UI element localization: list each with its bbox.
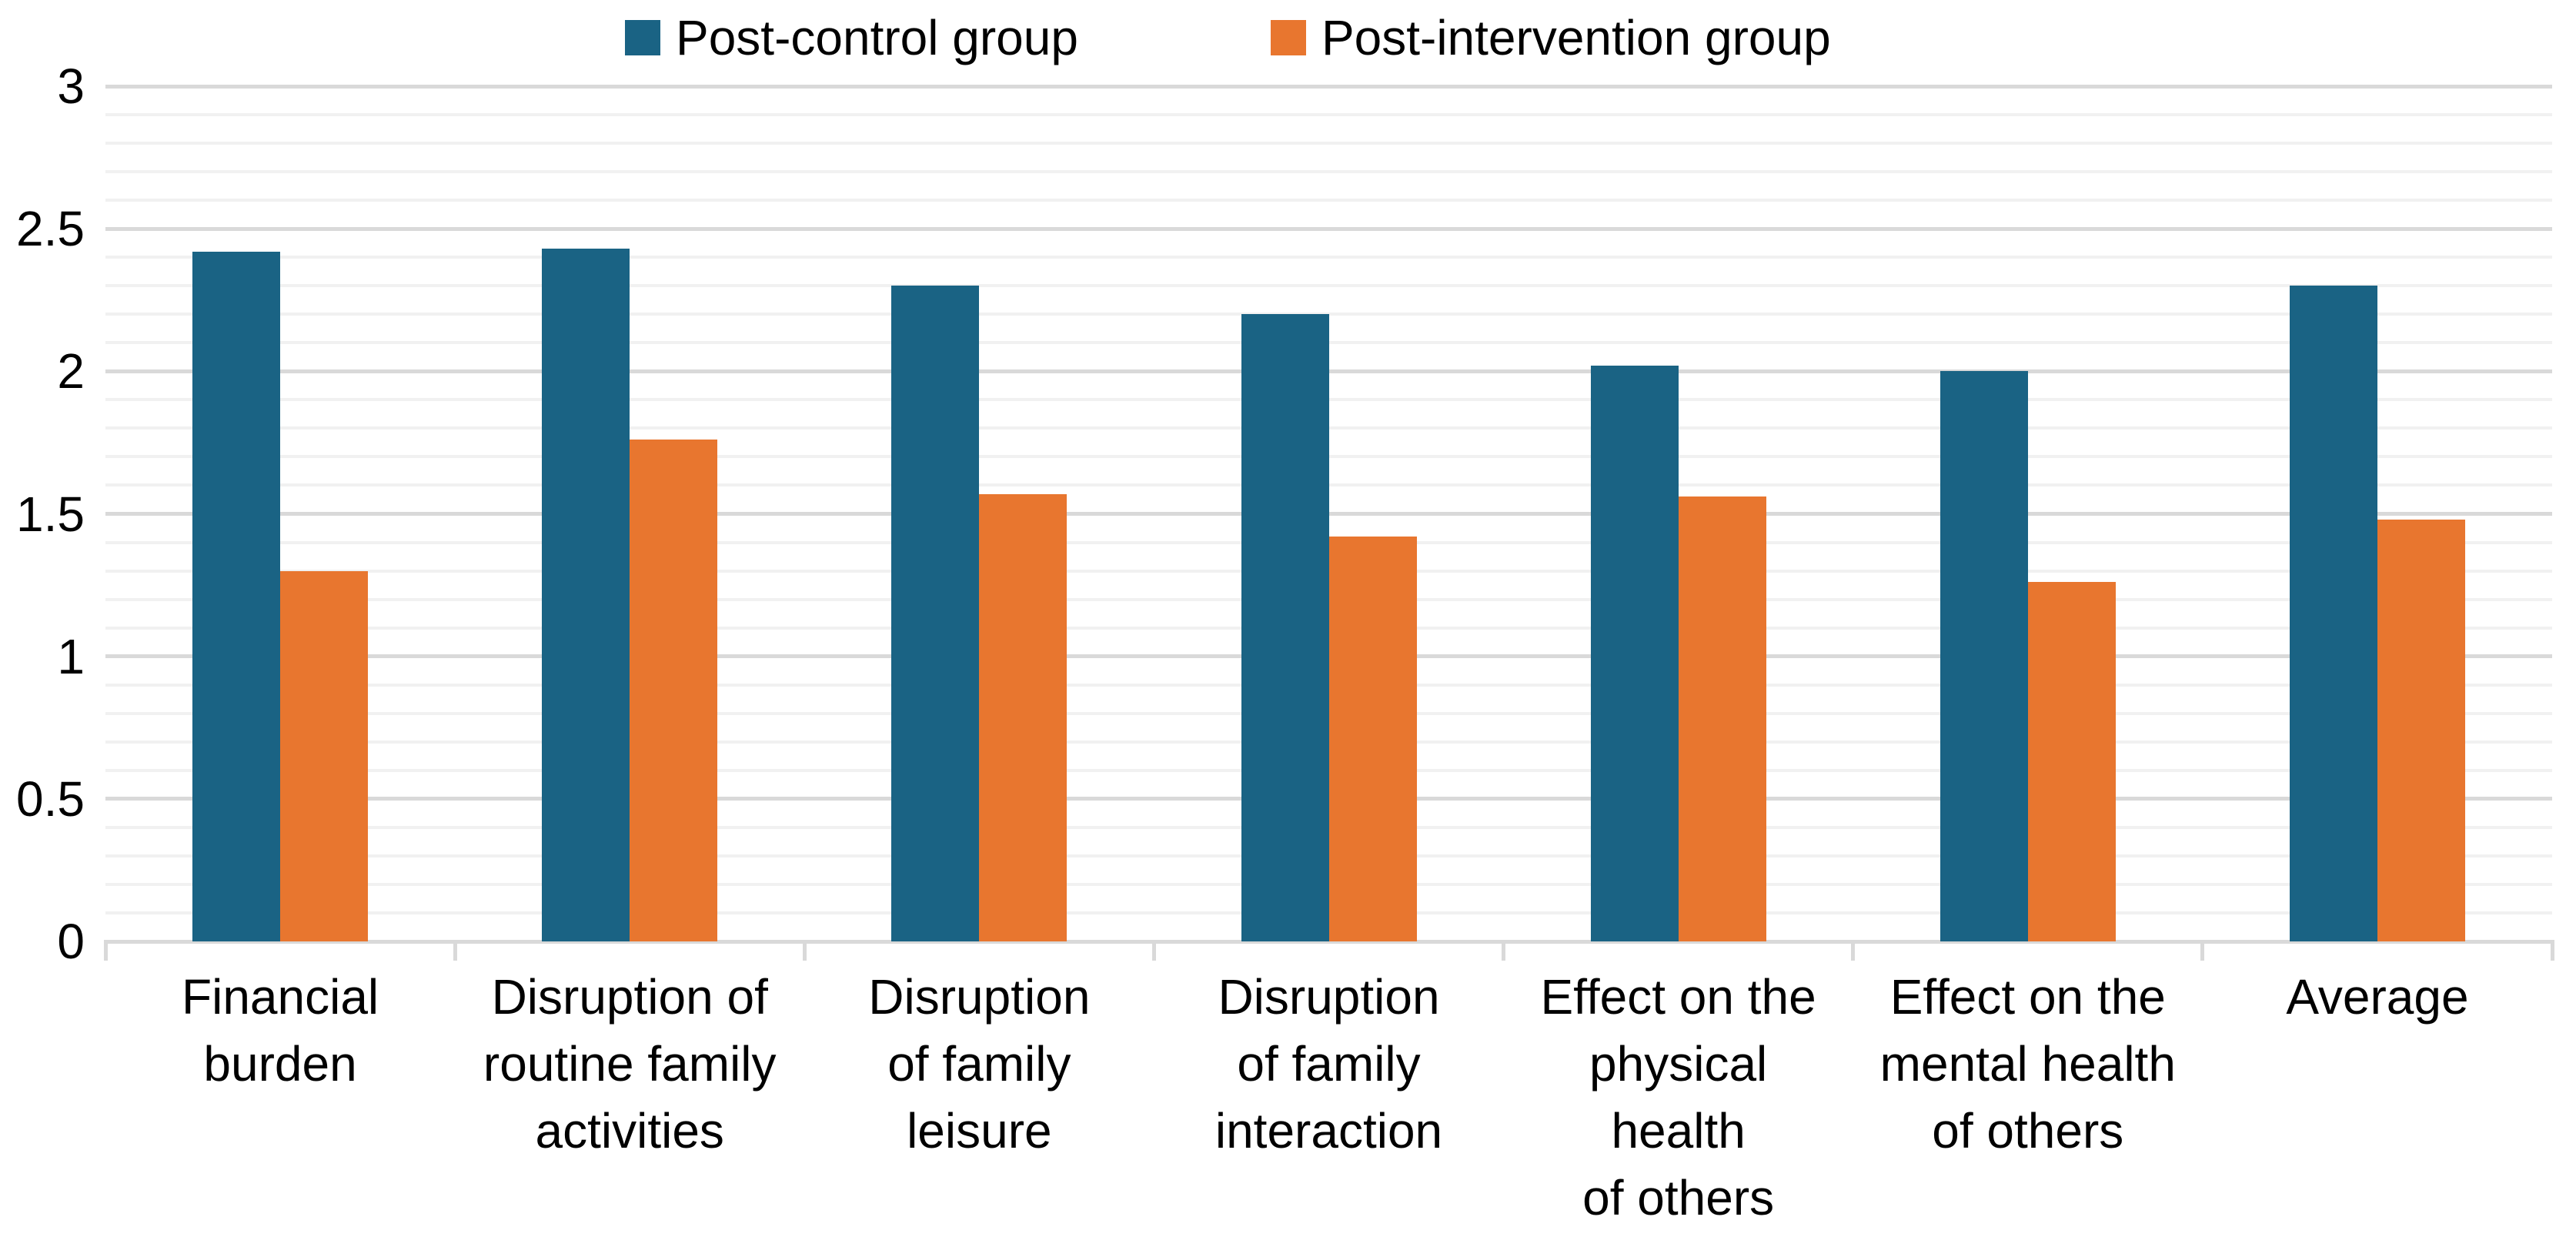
bar-post-intervention: [979, 493, 1067, 941]
y-axis: 0 0.5 1 1.5 2 2.5 3: [0, 59, 85, 969]
x-axis-tick: [103, 940, 108, 961]
bar-post-intervention: [2027, 582, 2116, 941]
plot-area: [103, 84, 2554, 961]
y-tick-label: 1.5: [16, 486, 85, 542]
bar-post-control: [891, 286, 980, 941]
x-axis-tick: [453, 940, 457, 961]
post-intervention-swatch-icon: [1270, 20, 1306, 56]
legend-label-post-control: Post-control group: [676, 10, 1078, 65]
minor-gridline: [105, 142, 2552, 145]
major-gridline: [105, 369, 2552, 373]
x-category-label: Disruption of family interaction: [1214, 969, 1443, 1158]
minor-gridline: [105, 113, 2552, 117]
minor-gridline: [105, 426, 2552, 430]
y-tick-label: 3: [57, 59, 85, 114]
legend-item-post-control: Post-control group: [625, 11, 1078, 65]
minor-gridline: [105, 341, 2552, 345]
y-tick-label: 1: [57, 628, 85, 684]
major-gridline: [105, 84, 2552, 89]
y-tick-label: 0: [57, 914, 85, 969]
y-tick-label: 2: [57, 343, 85, 400]
y-tick-label: 2.5: [16, 201, 85, 257]
bar-post-intervention: [280, 570, 369, 941]
x-category-label: Effect on the mental health of others: [1879, 969, 2176, 1158]
major-gridline: [105, 939, 2552, 944]
x-axis-tick: [802, 940, 807, 961]
x-category-label: Average: [2286, 969, 2469, 1025]
post-control-swatch-icon: [625, 20, 660, 56]
legend-item-post-intervention: Post-intervention group: [1270, 10, 1831, 65]
x-axis-tick: [1851, 940, 1856, 961]
x-axis-tick: [1151, 940, 1156, 961]
bar-post-control: [1940, 371, 2028, 941]
bar-post-control: [1590, 365, 1679, 941]
minor-gridline: [105, 199, 2552, 202]
x-category-label: Disruption of family leisure: [868, 969, 1091, 1158]
bar-post-control: [192, 251, 281, 941]
x-axis: Financial burden Disruption of routine fa…: [105, 964, 2552, 1237]
minor-gridline: [105, 398, 2552, 402]
x-axis-tick: [2200, 940, 2205, 961]
legend-label-post-intervention: Post-intervention group: [1321, 10, 1831, 65]
minor-gridline: [105, 256, 2552, 259]
bar-post-control: [542, 249, 630, 941]
bar-post-control: [2289, 286, 2377, 941]
bar-post-control: [1241, 314, 1329, 941]
bar-post-intervention: [1678, 496, 1766, 941]
bar-post-intervention: [2377, 519, 2465, 941]
minor-gridline: [105, 455, 2552, 459]
major-gridline: [105, 512, 2552, 516]
bar-post-intervention: [630, 440, 718, 941]
major-gridline: [105, 226, 2552, 231]
x-axis-tick: [1502, 940, 1506, 961]
x-category-label: Financial burden: [182, 969, 379, 1092]
y-tick-label: 0.5: [16, 771, 85, 827]
minor-gridline: [105, 170, 2552, 174]
bar-post-intervention: [1328, 537, 1417, 941]
minor-gridline: [105, 483, 2552, 487]
minor-gridline: [105, 284, 2552, 288]
x-axis-tick: [2550, 940, 2554, 961]
x-category-label: Effect on the physical health of others: [1540, 969, 1816, 1225]
minor-gridline: [105, 313, 2552, 316]
chart-legend: Post-control group Post-intervention gro…: [625, 11, 1831, 65]
x-category-label: Disruption of routine family activities: [483, 969, 777, 1158]
